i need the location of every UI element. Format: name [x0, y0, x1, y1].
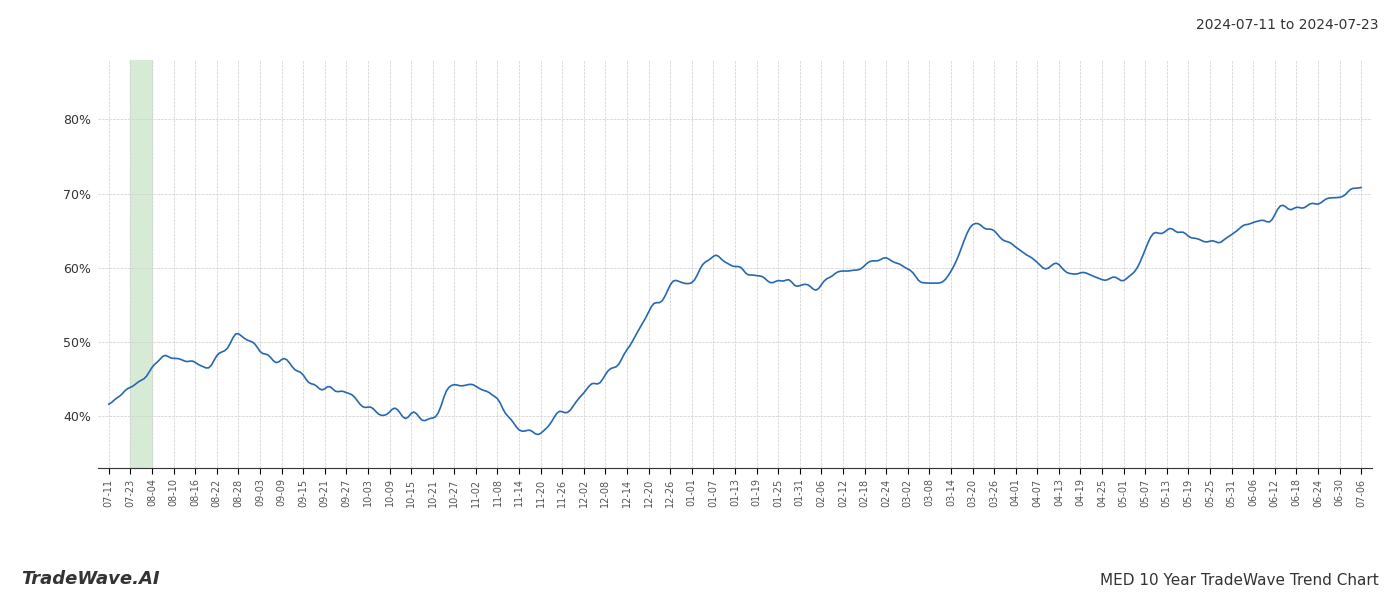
Text: 2024-07-11 to 2024-07-23: 2024-07-11 to 2024-07-23: [1197, 18, 1379, 32]
Text: MED 10 Year TradeWave Trend Chart: MED 10 Year TradeWave Trend Chart: [1100, 573, 1379, 588]
Bar: [130, 60, 153, 468]
Text: TradeWave.AI: TradeWave.AI: [21, 570, 160, 588]
